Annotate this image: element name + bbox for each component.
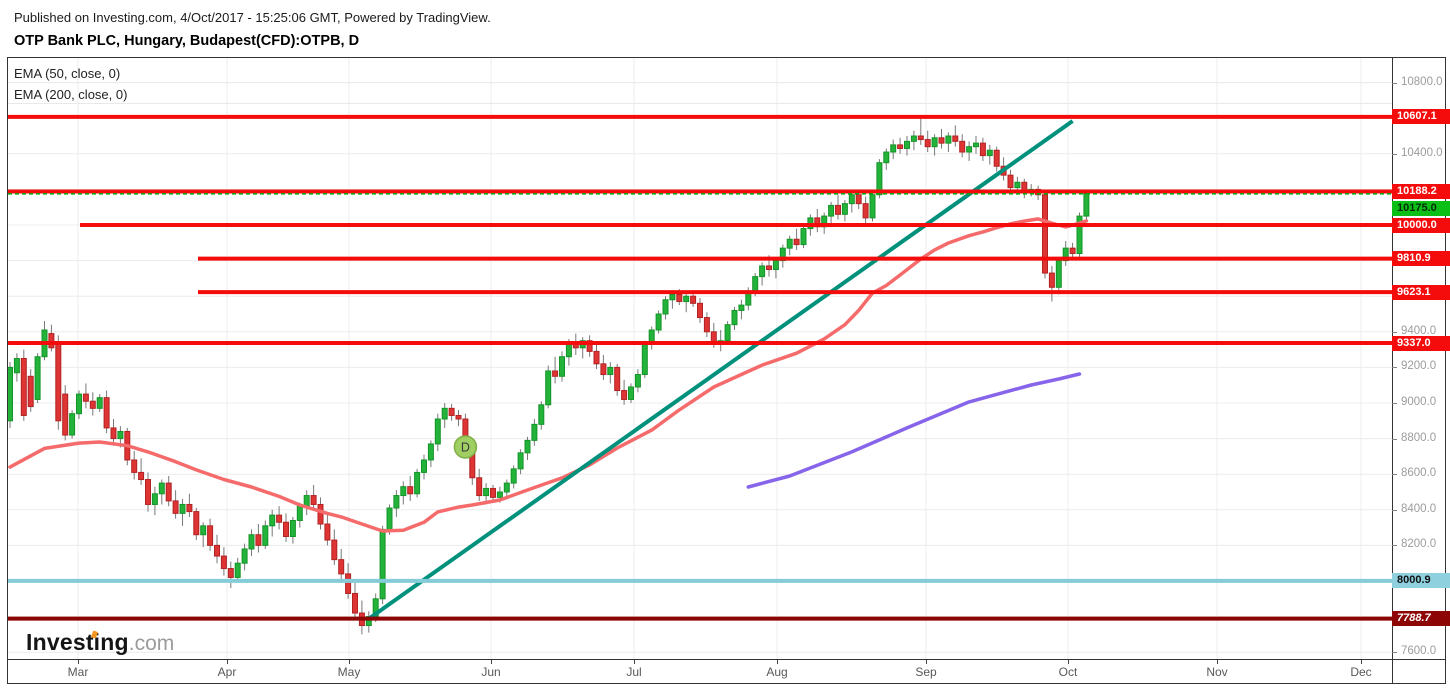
chart-title: OTP Bank PLC, Hungary, Budapest(CFD):OTP… bbox=[14, 33, 360, 49]
price-tick bbox=[1392, 509, 1397, 511]
price-axis-label: 8800.0 bbox=[1401, 431, 1437, 444]
price-level-badge: 8000.9 bbox=[1392, 573, 1450, 589]
month-label: Nov bbox=[1206, 665, 1228, 679]
month-tick bbox=[349, 660, 350, 664]
price-tick bbox=[1392, 652, 1397, 654]
month-label: Sep bbox=[915, 665, 937, 679]
published-line: Published on Investing.com, 4/Oct/2017 -… bbox=[14, 10, 491, 25]
month-label: Mar bbox=[67, 665, 89, 679]
price-tick bbox=[1392, 153, 1397, 155]
price-axis-label: 8600.0 bbox=[1401, 467, 1437, 480]
logo-suffix: .com bbox=[128, 632, 175, 655]
price-level-badge: 9623.1 bbox=[1392, 284, 1450, 300]
price-level-badge: 10188.2 bbox=[1392, 184, 1450, 199]
price-level-lines[interactable] bbox=[8, 114, 1392, 621]
price-level-badge: 7788.7 bbox=[1392, 611, 1450, 627]
price-tick bbox=[1392, 367, 1397, 369]
frame-right bbox=[1445, 57, 1446, 684]
scale-divider bbox=[1392, 57, 1393, 684]
month-tick bbox=[1068, 660, 1069, 664]
price-level-badge: 9337.0 bbox=[1392, 335, 1450, 351]
month-tick bbox=[78, 660, 79, 664]
price-tick bbox=[1392, 403, 1397, 404]
price-axis-label: 8200.0 bbox=[1401, 538, 1437, 551]
price-tick bbox=[1392, 545, 1397, 547]
legend-ema50[interactable]: EMA (50, close, 0) bbox=[14, 66, 121, 81]
svg-text:D: D bbox=[461, 440, 470, 454]
logo-brand: Investing bbox=[26, 629, 129, 655]
frame-bottom bbox=[7, 683, 1446, 684]
month-label: Dec bbox=[1350, 665, 1372, 679]
month-tick bbox=[634, 660, 635, 664]
price-axis-label: 9400.0 bbox=[1401, 324, 1437, 337]
last-price-badge: 10175.0 bbox=[1392, 200, 1450, 216]
ema50-line bbox=[8, 217, 1089, 533]
month-label: Jun bbox=[481, 665, 501, 679]
price-tick bbox=[1392, 474, 1397, 476]
price-axis-label: 8400.0 bbox=[1401, 502, 1437, 515]
month-label: Apr bbox=[217, 665, 237, 679]
investing-logo: Investing.com bbox=[26, 629, 174, 656]
month-tick bbox=[926, 660, 927, 664]
price-axis-label: 9200.0 bbox=[1401, 360, 1437, 373]
month-tick bbox=[227, 660, 228, 664]
price-tick bbox=[1392, 438, 1397, 440]
price-level-badge: 10000.0 bbox=[1392, 217, 1450, 233]
price-tick bbox=[1392, 331, 1397, 333]
price-level-badge: 10607.1 bbox=[1392, 109, 1450, 125]
price-level-badge: 9810.9 bbox=[1392, 251, 1450, 267]
time-axis[interactable]: Mar Apr May Jun Jul Aug Sep Oct Nov Dec bbox=[7, 660, 1446, 683]
ema200-line bbox=[746, 372, 1082, 489]
d-marker[interactable]: D bbox=[453, 435, 478, 459]
month-tick bbox=[491, 660, 492, 664]
price-axis-label: 10400.0 bbox=[1401, 146, 1443, 159]
price-scale[interactable]: 10800.0 10400.0 9400.0 9200.0 9000.0 8800.0 86… bbox=[1392, 58, 1450, 659]
indicator-legend: EMA (50, close, 0) EMA (200, close, 0) bbox=[14, 63, 127, 105]
month-label: Jul bbox=[626, 665, 642, 679]
month-label: May bbox=[337, 665, 361, 679]
time-axis-line bbox=[7, 659, 1446, 660]
frame-top bbox=[7, 57, 1446, 58]
month-label: Aug bbox=[766, 665, 788, 679]
legend-ema200[interactable]: EMA (200, close, 0) bbox=[14, 87, 128, 102]
frame-left bbox=[7, 57, 8, 684]
trendline[interactable] bbox=[367, 119, 1074, 621]
month-tick bbox=[1217, 660, 1218, 664]
price-axis-label: 10800.0 bbox=[1401, 75, 1443, 88]
price-axis-label: 9000.0 bbox=[1401, 396, 1437, 408]
grid bbox=[8, 58, 1392, 659]
month-label: Oct bbox=[1058, 665, 1078, 679]
price-tick bbox=[1392, 82, 1397, 84]
month-tick bbox=[777, 660, 778, 664]
price-axis-label: 7600.0 bbox=[1401, 645, 1437, 658]
candlesticks bbox=[8, 118, 1090, 635]
legend-divider bbox=[8, 103, 1392, 104]
month-tick bbox=[1361, 660, 1362, 664]
